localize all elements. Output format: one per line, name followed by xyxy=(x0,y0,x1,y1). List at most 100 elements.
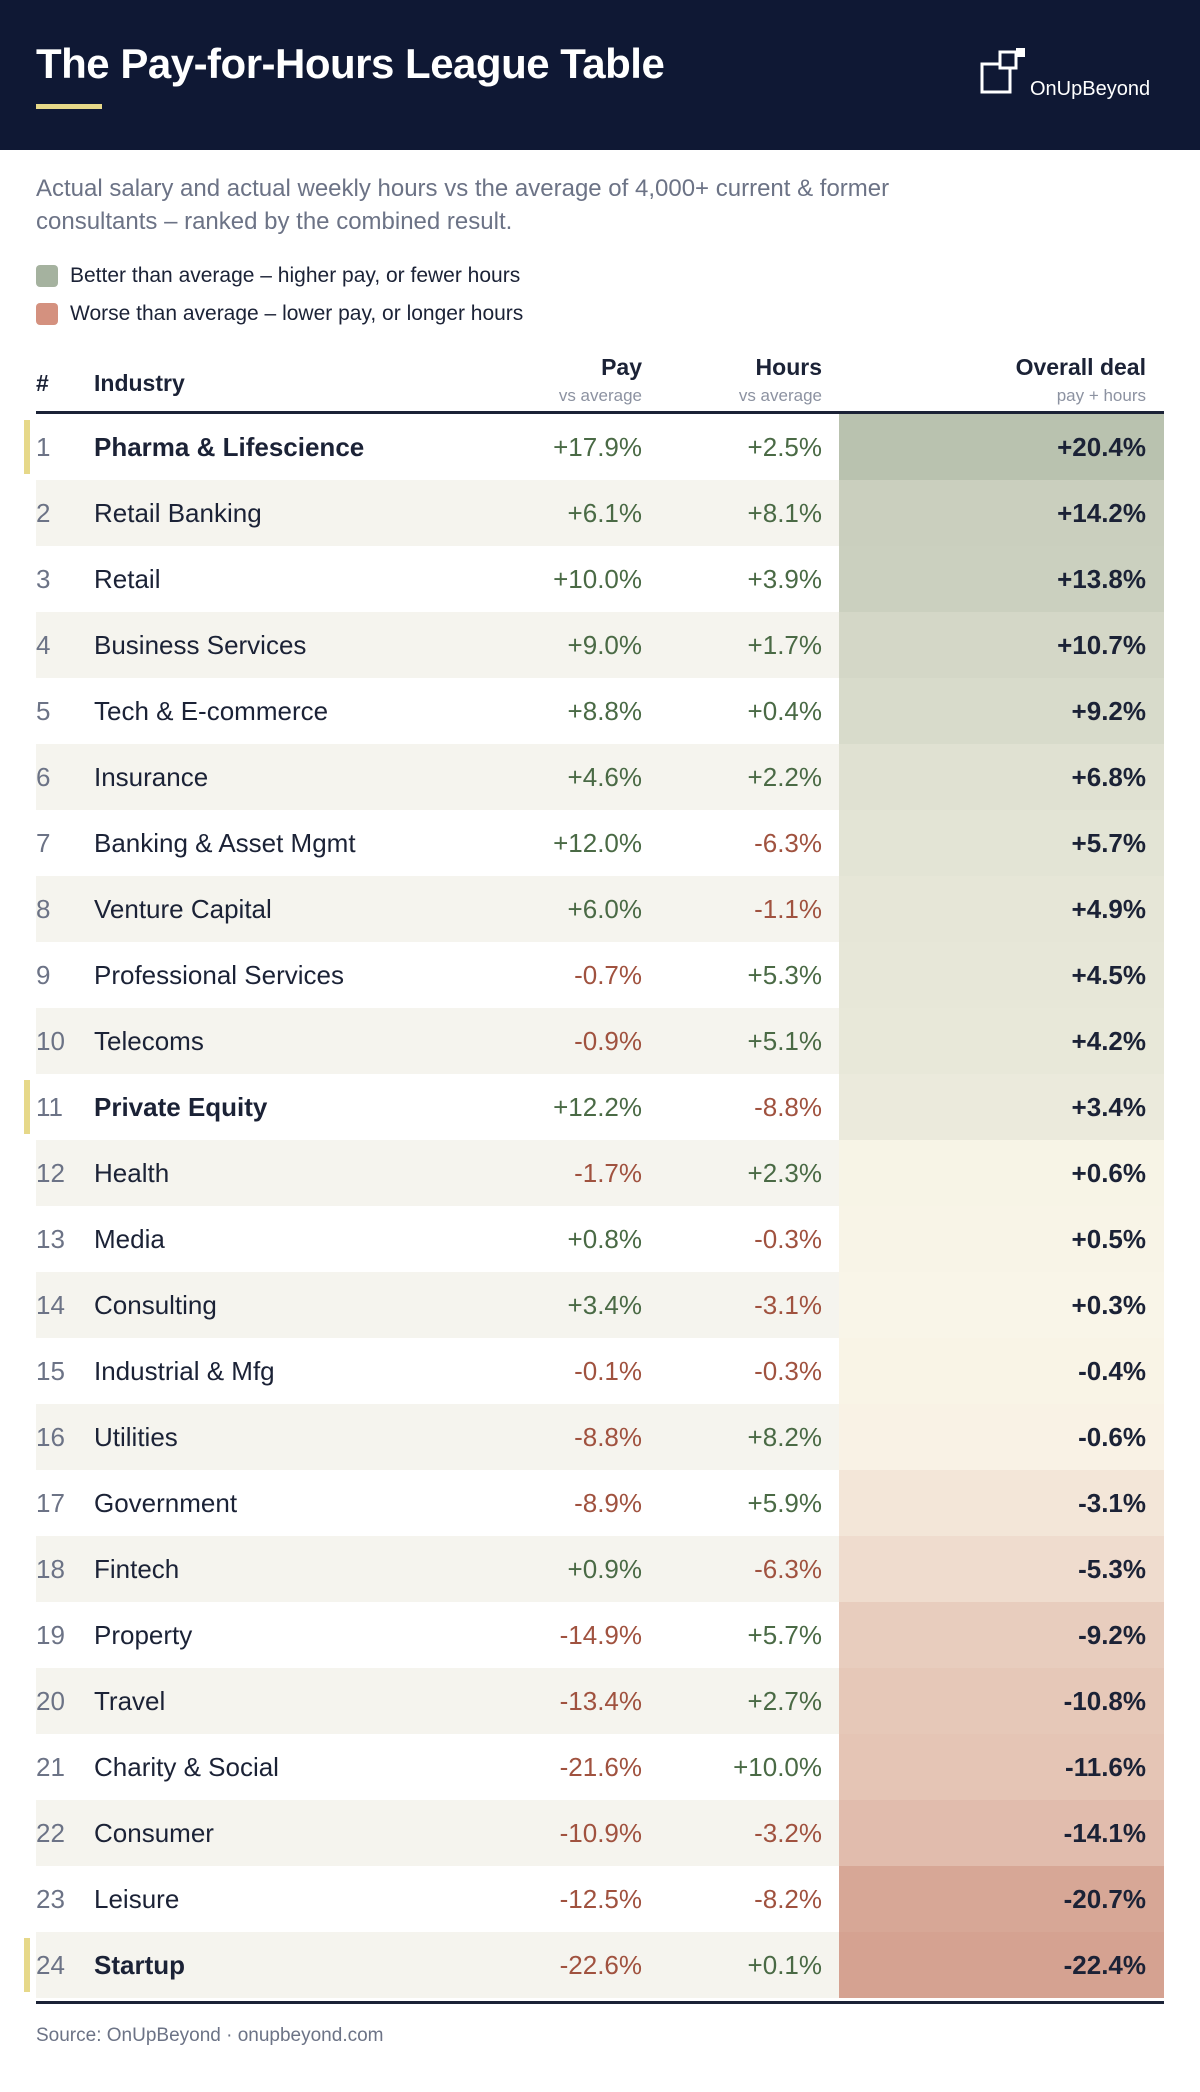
pay-cell: -22.6% xyxy=(559,1950,642,1980)
hours-cell: +5.9% xyxy=(747,1488,822,1518)
industry-cell: Retail Banking xyxy=(94,498,262,528)
hours-cell: -3.2% xyxy=(754,1818,822,1848)
legend-item-better: Better than average – higher pay, or few… xyxy=(36,262,736,290)
hours-cell: +2.3% xyxy=(747,1158,822,1188)
overall-value: +5.7% xyxy=(1071,828,1146,858)
pay-cell: -8.8% xyxy=(574,1422,642,1452)
industry-cell: Property xyxy=(94,1620,193,1650)
legend-swatch-red xyxy=(36,303,58,325)
overall-cell: -14.1% xyxy=(839,1800,1164,1866)
overall-value: +0.5% xyxy=(1071,1224,1146,1254)
hours-cell: -1.1% xyxy=(754,894,822,924)
table-row: 24 Startup -22.6% +0.1% -22.4% xyxy=(24,1932,1164,1998)
highlight-marker xyxy=(24,1080,30,1134)
rank-cell: 16 xyxy=(36,1422,65,1452)
industry-cell: Business Services xyxy=(94,630,307,660)
overall-value: -20.7% xyxy=(1063,1884,1146,1914)
hours-cell: -0.3% xyxy=(754,1224,822,1254)
hours-cell: +10.0% xyxy=(733,1752,822,1782)
overall-value: -3.1% xyxy=(1078,1488,1146,1518)
overall-cell: -0.4% xyxy=(839,1338,1164,1404)
rank-cell: 3 xyxy=(36,564,51,594)
overall-value: -11.6% xyxy=(1065,1752,1146,1782)
table-row: 4 Business Services +9.0% +1.7% +10.7% xyxy=(36,612,1164,678)
rank-cell: 15 xyxy=(36,1356,65,1386)
industry-cell: Tech & E-commerce xyxy=(94,696,329,726)
hours-cell: +0.1% xyxy=(747,1950,822,1980)
industry-cell: Insurance xyxy=(94,762,209,792)
table-row: 10 Telecoms -0.9% +5.1% +4.2% xyxy=(36,1008,1164,1074)
overall-value: +6.8% xyxy=(1071,762,1146,792)
hours-cell: +5.7% xyxy=(747,1620,822,1650)
industry-cell: Media xyxy=(94,1224,165,1254)
hours-cell: -6.3% xyxy=(754,828,822,858)
overall-cell: +6.8% xyxy=(839,744,1164,810)
table-row: 21 Charity & Social -21.6% +10.0% -11.6% xyxy=(36,1734,1164,1800)
subtitle: Actual salary and actual weekly hours vs… xyxy=(36,175,890,235)
table-row: 9 Professional Services -0.7% +5.3% +4.5% xyxy=(36,942,1164,1008)
pay-cell: +3.4% xyxy=(567,1290,642,1320)
table-row: 14 Consulting +3.4% -3.1% +0.3% xyxy=(36,1272,1164,1338)
pay-cell: +6.1% xyxy=(567,498,642,528)
hours-cell: +8.2% xyxy=(747,1422,822,1452)
industry-cell: Retail xyxy=(94,564,161,594)
pay-cell: -0.7% xyxy=(574,960,642,990)
industry-cell: Private Equity xyxy=(94,1092,268,1122)
industry-cell: Government xyxy=(94,1488,238,1518)
overall-cell: -11.6% xyxy=(839,1734,1164,1800)
rank-cell: 24 xyxy=(36,1950,65,1980)
overall-cell: +0.3% xyxy=(839,1272,1164,1338)
table-row: 20 Travel -13.4% +2.7% -10.8% xyxy=(36,1668,1164,1734)
industry-cell: Professional Services xyxy=(94,960,344,990)
table-row: 1 Pharma & Lifescience +17.9% +2.5% +20.4% xyxy=(24,414,1164,480)
overall-value: -10.8% xyxy=(1063,1686,1146,1716)
overall-value: +3.4% xyxy=(1071,1092,1146,1122)
table-row: 15 Industrial & Mfg -0.1% -0.3% -0.4% xyxy=(36,1338,1164,1404)
overall-cell: -3.1% xyxy=(839,1470,1164,1536)
overall-cell: +4.2% xyxy=(839,1008,1164,1074)
overall-value: +0.3% xyxy=(1071,1290,1146,1320)
table-row: 13 Media +0.8% -0.3% +0.5% xyxy=(36,1206,1164,1272)
pay-cell: +6.0% xyxy=(567,894,642,924)
overall-cell: +9.2% xyxy=(839,678,1164,744)
hours-cell: +5.1% xyxy=(747,1026,822,1056)
pay-cell: -10.9% xyxy=(559,1818,642,1848)
table-row: 2 Retail Banking +6.1% +8.1% +14.2% xyxy=(36,480,1164,546)
industry-cell: Utilities xyxy=(94,1422,178,1452)
rank-cell: 4 xyxy=(36,630,51,660)
overall-value: -14.1% xyxy=(1063,1818,1146,1848)
rank-cell: 12 xyxy=(36,1158,65,1188)
rank-cell: 10 xyxy=(36,1026,65,1056)
source-note: Source: OnUpBeyond · onupbeyond.com xyxy=(36,2025,384,2046)
title-underline xyxy=(36,104,102,109)
pay-cell: +4.6% xyxy=(567,762,642,792)
column-header-industry: Industry xyxy=(94,370,185,396)
pay-cell: +12.0% xyxy=(553,828,642,858)
highlight-marker xyxy=(24,1938,30,1992)
industry-cell: Consumer xyxy=(94,1818,214,1848)
rank-cell: 22 xyxy=(36,1818,65,1848)
overall-cell: +3.4% xyxy=(839,1074,1164,1140)
column-header-overall: Overall deal xyxy=(1015,354,1146,380)
rank-cell: 9 xyxy=(36,960,51,990)
logo-squares-icon xyxy=(980,48,1025,94)
pay-cell: -0.9% xyxy=(574,1026,642,1056)
highlight-marker xyxy=(24,420,30,474)
industry-cell: Travel xyxy=(94,1686,166,1716)
industry-cell: Startup xyxy=(94,1950,185,1980)
industry-cell: Consulting xyxy=(94,1290,217,1320)
overall-cell: +0.5% xyxy=(839,1206,1164,1272)
pay-cell: -0.1% xyxy=(574,1356,642,1386)
overall-cell: -9.2% xyxy=(839,1602,1164,1668)
brand-name: OnUpBeyond xyxy=(1030,78,1151,100)
hours-cell: -8.2% xyxy=(754,1884,822,1914)
hours-cell: +2.2% xyxy=(747,762,822,792)
table-row: 22 Consumer -10.9% -3.2% -14.1% xyxy=(36,1800,1164,1866)
industry-cell: Leisure xyxy=(94,1884,180,1914)
brand-logo: OnUpBeyond xyxy=(980,48,1160,104)
league-table: 1 Pharma & Lifescience +17.9% +2.5% +20.4% 2 R… xyxy=(0,414,1200,2001)
footer-divider xyxy=(36,2001,1164,2004)
rank-cell: 18 xyxy=(36,1554,65,1584)
pay-cell: +0.8% xyxy=(567,1224,642,1254)
table-row: 11 Private Equity +12.2% -8.8% +3.4% xyxy=(24,1074,1164,1140)
